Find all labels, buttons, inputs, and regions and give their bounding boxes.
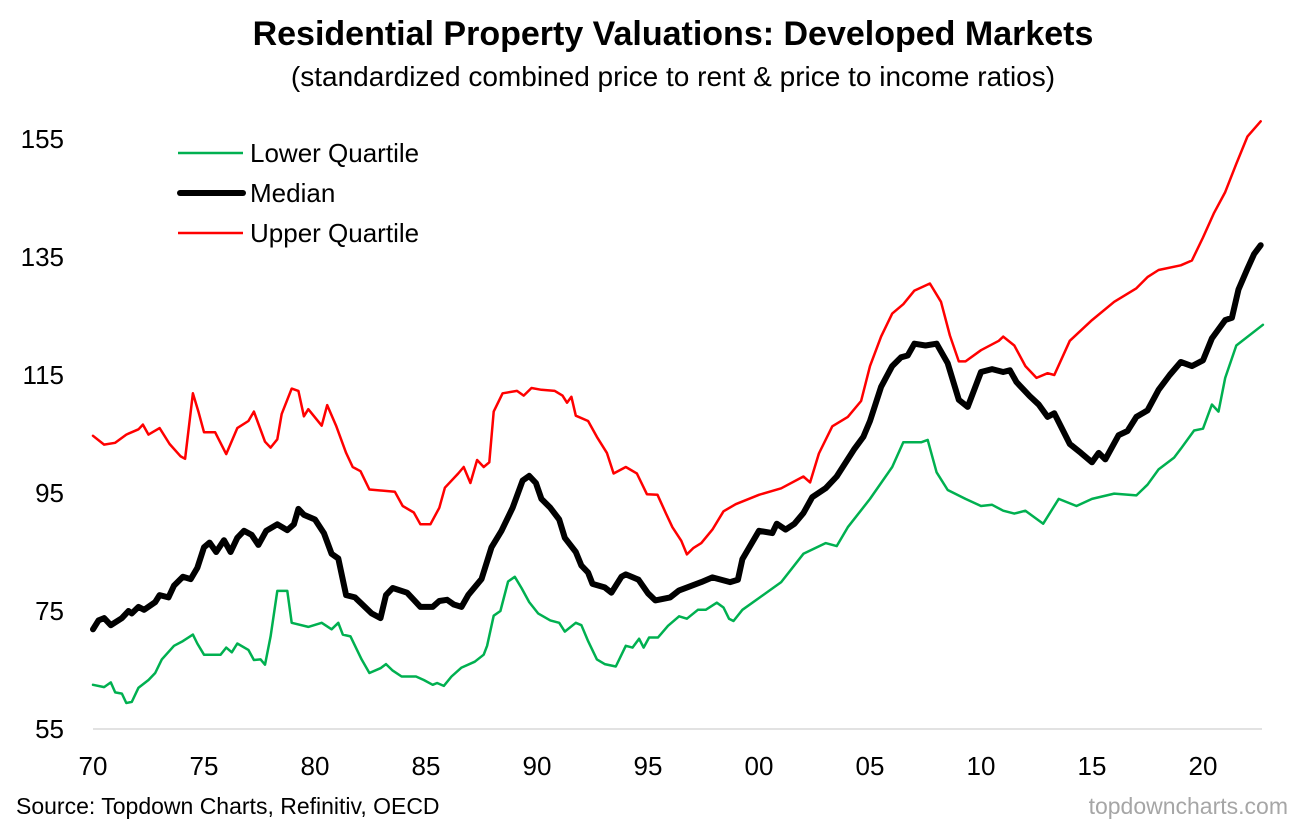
y-tick-label: 155 [21,124,64,154]
x-tick-label: 15 [1078,751,1107,781]
series-lines [90,120,1265,705]
x-tick-label: 05 [856,751,885,781]
x-axis-tick-labels: 70 75 80 85 90 95 00 05 10 15 20 [79,751,1218,781]
y-tick-label: 115 [23,360,64,390]
series-line-median [90,242,1264,633]
legend-item-median: Median [177,178,335,208]
legend-label-upper-quartile: Upper Quartile [250,218,419,248]
y-tick-label: 135 [21,242,64,272]
x-tick-label: 80 [301,751,330,781]
x-tick-label: 90 [523,751,552,781]
chart-subtitle: (standardized combined price to rent & p… [291,61,1055,92]
chart-title: Residential Property Valuations: Develop… [253,15,1094,53]
legend-item-upper-quartile: Upper Quartile [178,218,419,248]
legend: Lower Quartile Median Upper Quartile [177,138,419,248]
legend-label-median: Median [250,178,335,208]
legend-item-lower-quartile: Lower Quartile [178,138,419,168]
legend-label-lower-quartile: Lower Quartile [250,138,419,168]
x-tick-label: 75 [190,751,219,781]
y-tick-label: 95 [35,478,64,508]
x-tick-label: 10 [967,751,996,781]
x-tick-label: 95 [634,751,663,781]
x-tick-label: 00 [745,751,774,781]
y-axis-tick-labels: 55 75 95 115 135 155 [21,124,64,744]
y-tick-label: 55 [35,714,64,744]
series-line-lower-quartile [91,323,1265,705]
watermark: topdowncharts.com [1089,793,1288,819]
series-line-upper-quartile [91,120,1262,556]
source-note: Source: Topdown Charts, Refinitiv, OECD [16,793,440,819]
x-tick-label: 70 [79,751,108,781]
x-tick-label: 20 [1189,751,1218,781]
y-tick-label: 75 [35,596,64,626]
x-tick-label: 85 [412,751,441,781]
